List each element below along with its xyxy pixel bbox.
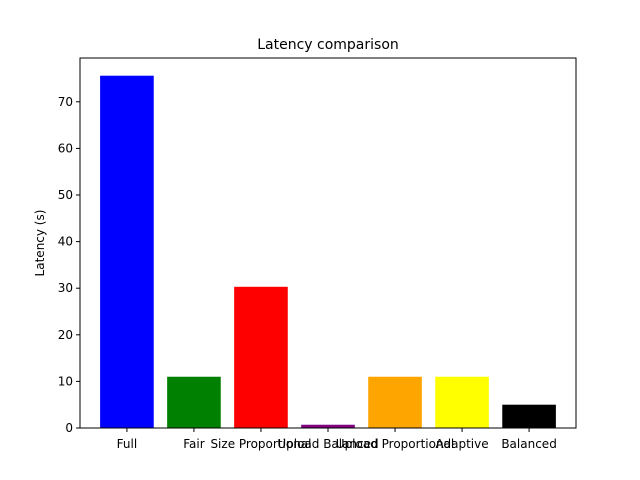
bar-0 [100, 75, 154, 429]
y-tick-label: 0 [65, 421, 73, 435]
y-ticks-group: 0 10 20 30 40 50 60 70 [58, 95, 80, 435]
x-tick-label: Adaptive [435, 437, 488, 451]
chart-title: Latency comparison [257, 37, 399, 53]
bars-group [100, 75, 556, 429]
y-tick-label: 50 [58, 188, 73, 202]
y-axis-label: Latency (s) [33, 210, 47, 277]
y-tick-label: 70 [58, 95, 73, 109]
x-tick-label: Fair [183, 437, 204, 451]
bar-5 [435, 376, 489, 428]
y-tick-label: 20 [58, 328, 73, 342]
x-tick-label: Size Proportional [210, 437, 311, 451]
y-tick-label: 10 [58, 374, 73, 388]
y-tick-label: 40 [58, 235, 73, 249]
bar-2 [234, 286, 288, 428]
plot-frame [79, 57, 577, 429]
bar-4 [368, 376, 422, 428]
x-tick-label: Upload Proportional [336, 437, 454, 451]
bar-1 [167, 376, 221, 428]
y-tick-label: 30 [58, 281, 73, 295]
bar-6 [502, 404, 556, 428]
x-tick-label: Balanced [501, 437, 556, 451]
x-tick-label: Upload Balanced [277, 437, 378, 451]
bar-3 [301, 424, 355, 428]
y-tick-label: 60 [58, 141, 73, 155]
x-tick-label: Full [117, 437, 138, 451]
